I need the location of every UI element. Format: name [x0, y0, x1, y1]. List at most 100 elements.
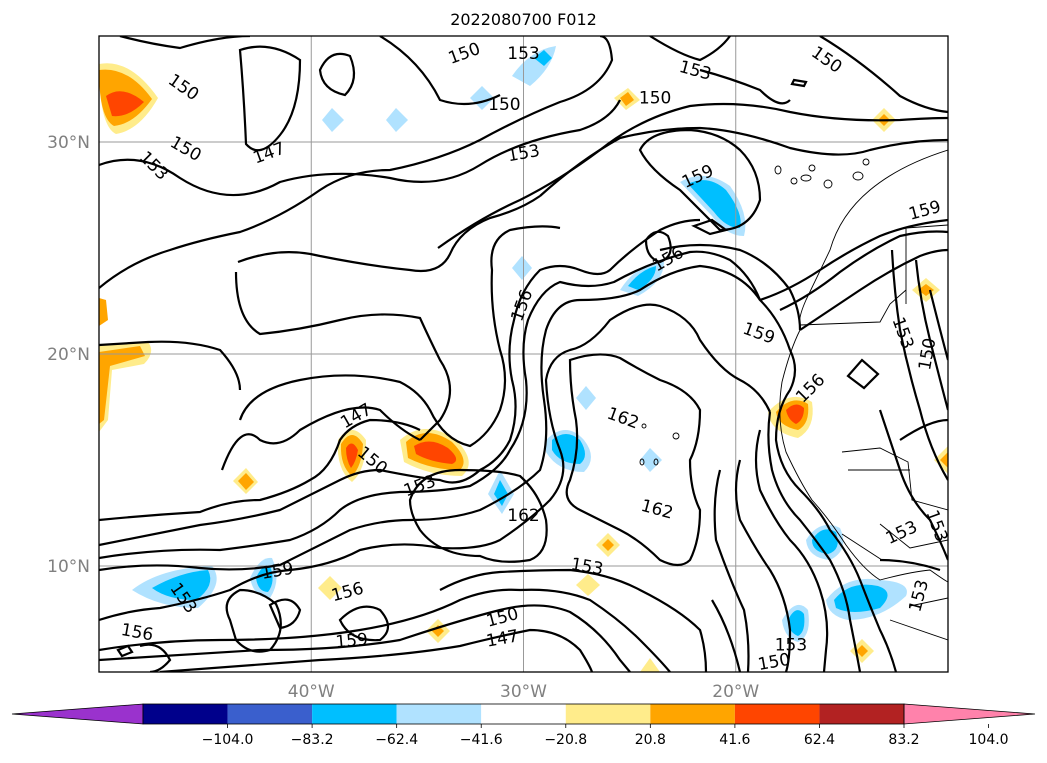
warm-patch	[576, 574, 600, 596]
cool-patch	[322, 108, 344, 132]
contour-label-text: 147	[250, 139, 287, 169]
coastline	[905, 224, 948, 229]
colorbar-tick-label: −104.0	[202, 732, 254, 748]
contour-label-text: 147	[337, 400, 375, 434]
contour-line	[318, 52, 356, 97]
contour-label-text: 147	[485, 626, 520, 651]
lat-tick-label: 10°N	[47, 557, 90, 577]
contour-line	[638, 128, 762, 232]
contour-line	[99, 418, 421, 522]
contour-line	[846, 358, 880, 390]
contour-line	[819, 36, 948, 114]
contour-label-text: 153	[775, 635, 807, 655]
coastline	[841, 447, 948, 511]
warm-patch	[856, 645, 868, 657]
coastline	[799, 149, 948, 326]
contour-label-text: 153	[135, 147, 172, 184]
island	[641, 423, 647, 429]
contour-label-text: 153	[677, 57, 714, 85]
contour-label: 150	[639, 88, 671, 108]
contour-line	[220, 406, 421, 471]
contour-line	[159, 628, 594, 672]
contour-line	[790, 78, 808, 88]
contour-label-text: 153	[569, 554, 604, 579]
contour-label: 150	[164, 70, 202, 105]
longitude-labels: 40°W 30°W 20°W	[288, 682, 760, 702]
contour-line	[659, 243, 802, 331]
colorbar-swatch	[565, 704, 651, 724]
contour-line	[99, 604, 631, 672]
contour-line	[799, 248, 948, 331]
lat-tick-label: 20°N	[47, 345, 90, 365]
colorbar-tick-label: 41.6	[719, 732, 750, 748]
contour-line	[139, 643, 172, 672]
contour-line	[711, 599, 742, 672]
warm-patch	[786, 404, 804, 424]
contour-line	[99, 303, 772, 622]
contour-line	[649, 36, 731, 62]
contour-line	[691, 218, 729, 236]
contour-label: 153	[905, 578, 933, 615]
contour-line	[878, 409, 948, 561]
colorbar-swatch	[143, 704, 228, 724]
warm-patch	[318, 576, 342, 600]
colorbar-swatch	[396, 704, 482, 724]
contour-line	[234, 271, 451, 441]
coastline	[909, 597, 948, 607]
warm-patch	[99, 346, 145, 424]
contour-line	[119, 36, 251, 50]
island	[823, 179, 833, 189]
contour-label: 153	[775, 635, 807, 655]
warm-patch	[620, 92, 634, 106]
contour-line	[713, 469, 750, 672]
contour-label: 153	[888, 314, 918, 351]
lon-tick-label: 40°W	[288, 682, 335, 702]
colorbar-swatch	[481, 704, 566, 724]
contour-line	[539, 126, 948, 197]
contour-line	[774, 349, 898, 672]
cool-patch	[256, 565, 273, 592]
colorbar-tick-label: 20.8	[635, 732, 666, 748]
contour-label: 150	[807, 43, 845, 78]
contour-label: 150	[166, 132, 204, 166]
contour-line	[759, 218, 948, 302]
contour-line	[644, 230, 672, 264]
contour-line	[99, 340, 242, 391]
contour-label: 156	[507, 287, 537, 324]
contour-line	[699, 68, 791, 105]
contour-label: 147	[337, 400, 375, 434]
colorbar-tick-label: −20.8	[544, 732, 587, 748]
contour-line	[565, 353, 702, 567]
contour-label: 153	[677, 57, 714, 85]
contour-label-text: 150	[446, 39, 483, 69]
contour-label-text: 153	[905, 578, 933, 615]
contour-line	[379, 36, 501, 106]
contour-line	[890, 249, 948, 481]
cool-patch	[386, 108, 408, 132]
colorbar-swatch	[734, 704, 820, 724]
contour-label-text: 150	[166, 132, 204, 166]
contour-label-text: 153	[507, 44, 539, 64]
island	[653, 458, 659, 466]
warm-patch	[346, 443, 358, 468]
contour-label-text: 153	[506, 141, 541, 166]
coastline	[889, 619, 948, 641]
contour-label: 159	[335, 630, 369, 653]
contour-line	[99, 250, 762, 560]
colorbar-tick-label: −62.4	[375, 732, 418, 748]
lon-tick-label: 20°W	[712, 682, 759, 702]
colorbar-swatch	[227, 704, 313, 724]
contour-line	[439, 568, 708, 672]
contour-line	[238, 225, 561, 448]
contour-line	[408, 468, 548, 563]
contour-line	[914, 259, 948, 411]
contour-line	[116, 644, 134, 658]
warm-patch	[99, 298, 108, 326]
colorbar-extend-high	[903, 703, 1036, 725]
colorbar-swatch	[819, 704, 904, 724]
contour-label: 153	[507, 44, 539, 64]
coastline	[879, 523, 948, 549]
contour-line	[99, 99, 621, 197]
